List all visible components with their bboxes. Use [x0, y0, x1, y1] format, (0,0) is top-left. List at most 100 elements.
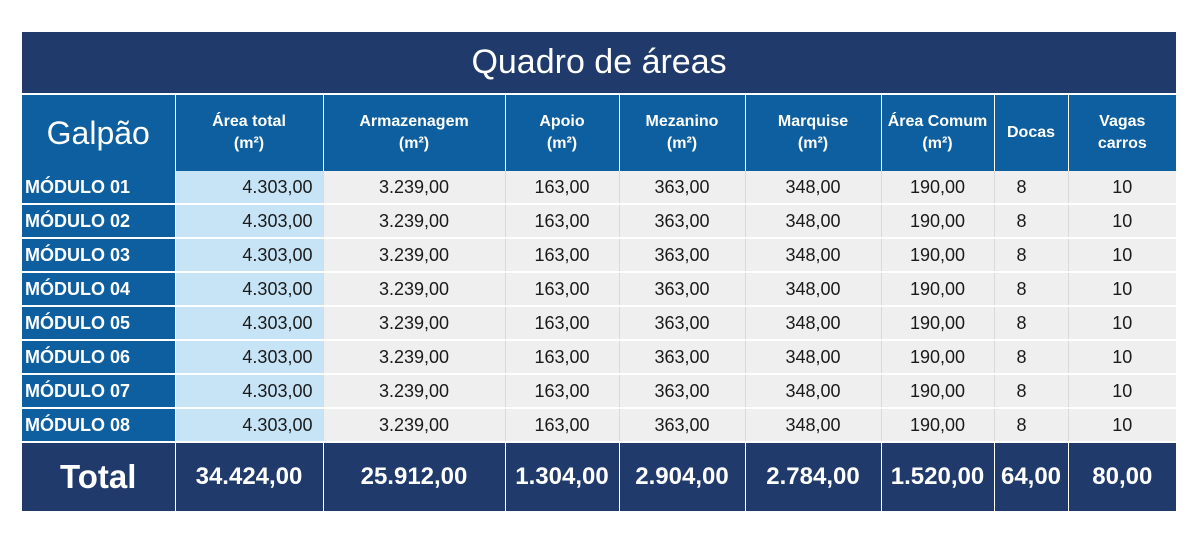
cell-marquise: 348,00	[745, 272, 882, 307]
cell-vagas: 10	[1068, 374, 1177, 409]
cell-area-comum: 190,00	[881, 340, 995, 375]
cell-apoio: 163,00	[505, 238, 620, 273]
header-row: Galpão Área total (m²) Armazenagem (m²) Ap…	[22, 94, 1177, 171]
cell-apoio: 163,00	[505, 340, 620, 375]
module-label: MÓDULO 02	[22, 204, 176, 239]
cell-armazenagem: 3.239,00	[323, 340, 506, 375]
table-row: MÓDULO 05 4.303,00 3.239,00 163,00 363,00 348…	[22, 306, 1177, 341]
cell-area-comum: 190,00	[881, 408, 995, 443]
table-row: MÓDULO 03 4.303,00 3.239,00 163,00 363,00 348…	[22, 238, 1177, 273]
cell-marquise: 348,00	[745, 171, 882, 205]
header-docas: Docas	[994, 94, 1069, 171]
cell-apoio: 163,00	[505, 204, 620, 239]
cell-marquise: 348,00	[745, 204, 882, 239]
cell-area-total: 4.303,00	[175, 204, 324, 239]
areas-table-container: Quadro de áreas Galpão Área total (m²) Ar…	[22, 32, 1177, 511]
table-row: MÓDULO 06 4.303,00 3.239,00 163,00 363,00 348…	[22, 340, 1177, 375]
total-marquise: 2.784,00	[745, 442, 882, 511]
header-area-total: Área total (m²)	[175, 94, 324, 171]
total-area-comum: 1.520,00	[881, 442, 995, 511]
header-marquise: Marquise (m²)	[745, 94, 882, 171]
module-label: MÓDULO 08	[22, 408, 176, 443]
table-row: MÓDULO 04 4.303,00 3.239,00 163,00 363,00 348…	[22, 272, 1177, 307]
table-row: MÓDULO 08 4.303,00 3.239,00 163,00 363,00 348…	[22, 408, 1177, 443]
header-armazenagem: Armazenagem (m²)	[323, 94, 506, 171]
total-armazenagem: 25.912,00	[323, 442, 506, 511]
cell-armazenagem: 3.239,00	[323, 408, 506, 443]
header-mezanino: Mezanino (m²)	[619, 94, 746, 171]
cell-mezanino: 363,00	[619, 306, 746, 341]
cell-area-comum: 190,00	[881, 238, 995, 273]
header-apoio: Apoio (m²)	[505, 94, 620, 171]
cell-marquise: 348,00	[745, 374, 882, 409]
total-apoio: 1.304,00	[505, 442, 620, 511]
cell-vagas: 10	[1068, 272, 1177, 307]
cell-docas: 8	[994, 408, 1069, 443]
module-label: MÓDULO 04	[22, 272, 176, 307]
module-label: MÓDULO 05	[22, 306, 176, 341]
areas-table: Quadro de áreas Galpão Área total (m²) Ar…	[22, 32, 1177, 511]
cell-armazenagem: 3.239,00	[323, 306, 506, 341]
cell-armazenagem: 3.239,00	[323, 204, 506, 239]
table-row: MÓDULO 07 4.303,00 3.239,00 163,00 363,00 348…	[22, 374, 1177, 409]
cell-marquise: 348,00	[745, 408, 882, 443]
cell-marquise: 348,00	[745, 238, 882, 273]
module-label: MÓDULO 07	[22, 374, 176, 409]
cell-mezanino: 363,00	[619, 272, 746, 307]
cell-area-total: 4.303,00	[175, 238, 324, 273]
header-galpao: Galpão	[22, 94, 176, 171]
cell-area-total: 4.303,00	[175, 306, 324, 341]
cell-mezanino: 363,00	[619, 340, 746, 375]
table-row: MÓDULO 01 4.303,00 3.239,00 163,00 363,00 348…	[22, 171, 1177, 205]
cell-docas: 8	[994, 171, 1069, 205]
table-row: MÓDULO 02 4.303,00 3.239,00 163,00 363,00 348…	[22, 204, 1177, 239]
cell-docas: 8	[994, 374, 1069, 409]
cell-apoio: 163,00	[505, 374, 620, 409]
total-label: Total	[22, 442, 176, 511]
total-mezanino: 2.904,00	[619, 442, 746, 511]
total-area-total: 34.424,00	[175, 442, 324, 511]
cell-area-total: 4.303,00	[175, 272, 324, 307]
cell-armazenagem: 3.239,00	[323, 374, 506, 409]
cell-area-comum: 190,00	[881, 171, 995, 205]
cell-apoio: 163,00	[505, 171, 620, 205]
cell-apoio: 163,00	[505, 408, 620, 443]
cell-mezanino: 363,00	[619, 408, 746, 443]
cell-vagas: 10	[1068, 171, 1177, 205]
cell-mezanino: 363,00	[619, 374, 746, 409]
cell-marquise: 348,00	[745, 340, 882, 375]
cell-docas: 8	[994, 238, 1069, 273]
cell-mezanino: 363,00	[619, 204, 746, 239]
cell-area-total: 4.303,00	[175, 374, 324, 409]
cell-area-comum: 190,00	[881, 204, 995, 239]
cell-area-comum: 190,00	[881, 306, 995, 341]
cell-armazenagem: 3.239,00	[323, 238, 506, 273]
cell-vagas: 10	[1068, 204, 1177, 239]
table-body: MÓDULO 01 4.303,00 3.239,00 163,00 363,00 348…	[22, 171, 1177, 443]
header-area-comum: Área Comum (m²)	[881, 94, 995, 171]
cell-armazenagem: 3.239,00	[323, 272, 506, 307]
cell-area-comum: 190,00	[881, 272, 995, 307]
cell-docas: 8	[994, 340, 1069, 375]
cell-docas: 8	[994, 306, 1069, 341]
cell-apoio: 163,00	[505, 272, 620, 307]
cell-area-comum: 190,00	[881, 374, 995, 409]
module-label: MÓDULO 03	[22, 238, 176, 273]
total-docas: 64,00	[994, 442, 1069, 511]
module-label: MÓDULO 06	[22, 340, 176, 375]
cell-mezanino: 363,00	[619, 238, 746, 273]
cell-vagas: 10	[1068, 408, 1177, 443]
cell-docas: 8	[994, 204, 1069, 239]
cell-area-total: 4.303,00	[175, 171, 324, 205]
cell-armazenagem: 3.239,00	[323, 171, 506, 205]
total-row: Total 34.424,00 25.912,00 1.304,00 2.904…	[22, 442, 1177, 511]
cell-vagas: 10	[1068, 306, 1177, 341]
total-vagas: 80,00	[1068, 442, 1177, 511]
header-vagas: Vagas carros	[1068, 94, 1177, 171]
cell-area-total: 4.303,00	[175, 408, 324, 443]
cell-vagas: 10	[1068, 340, 1177, 375]
cell-docas: 8	[994, 272, 1069, 307]
table-title: Quadro de áreas	[22, 32, 1177, 95]
cell-vagas: 10	[1068, 238, 1177, 273]
cell-mezanino: 363,00	[619, 171, 746, 205]
